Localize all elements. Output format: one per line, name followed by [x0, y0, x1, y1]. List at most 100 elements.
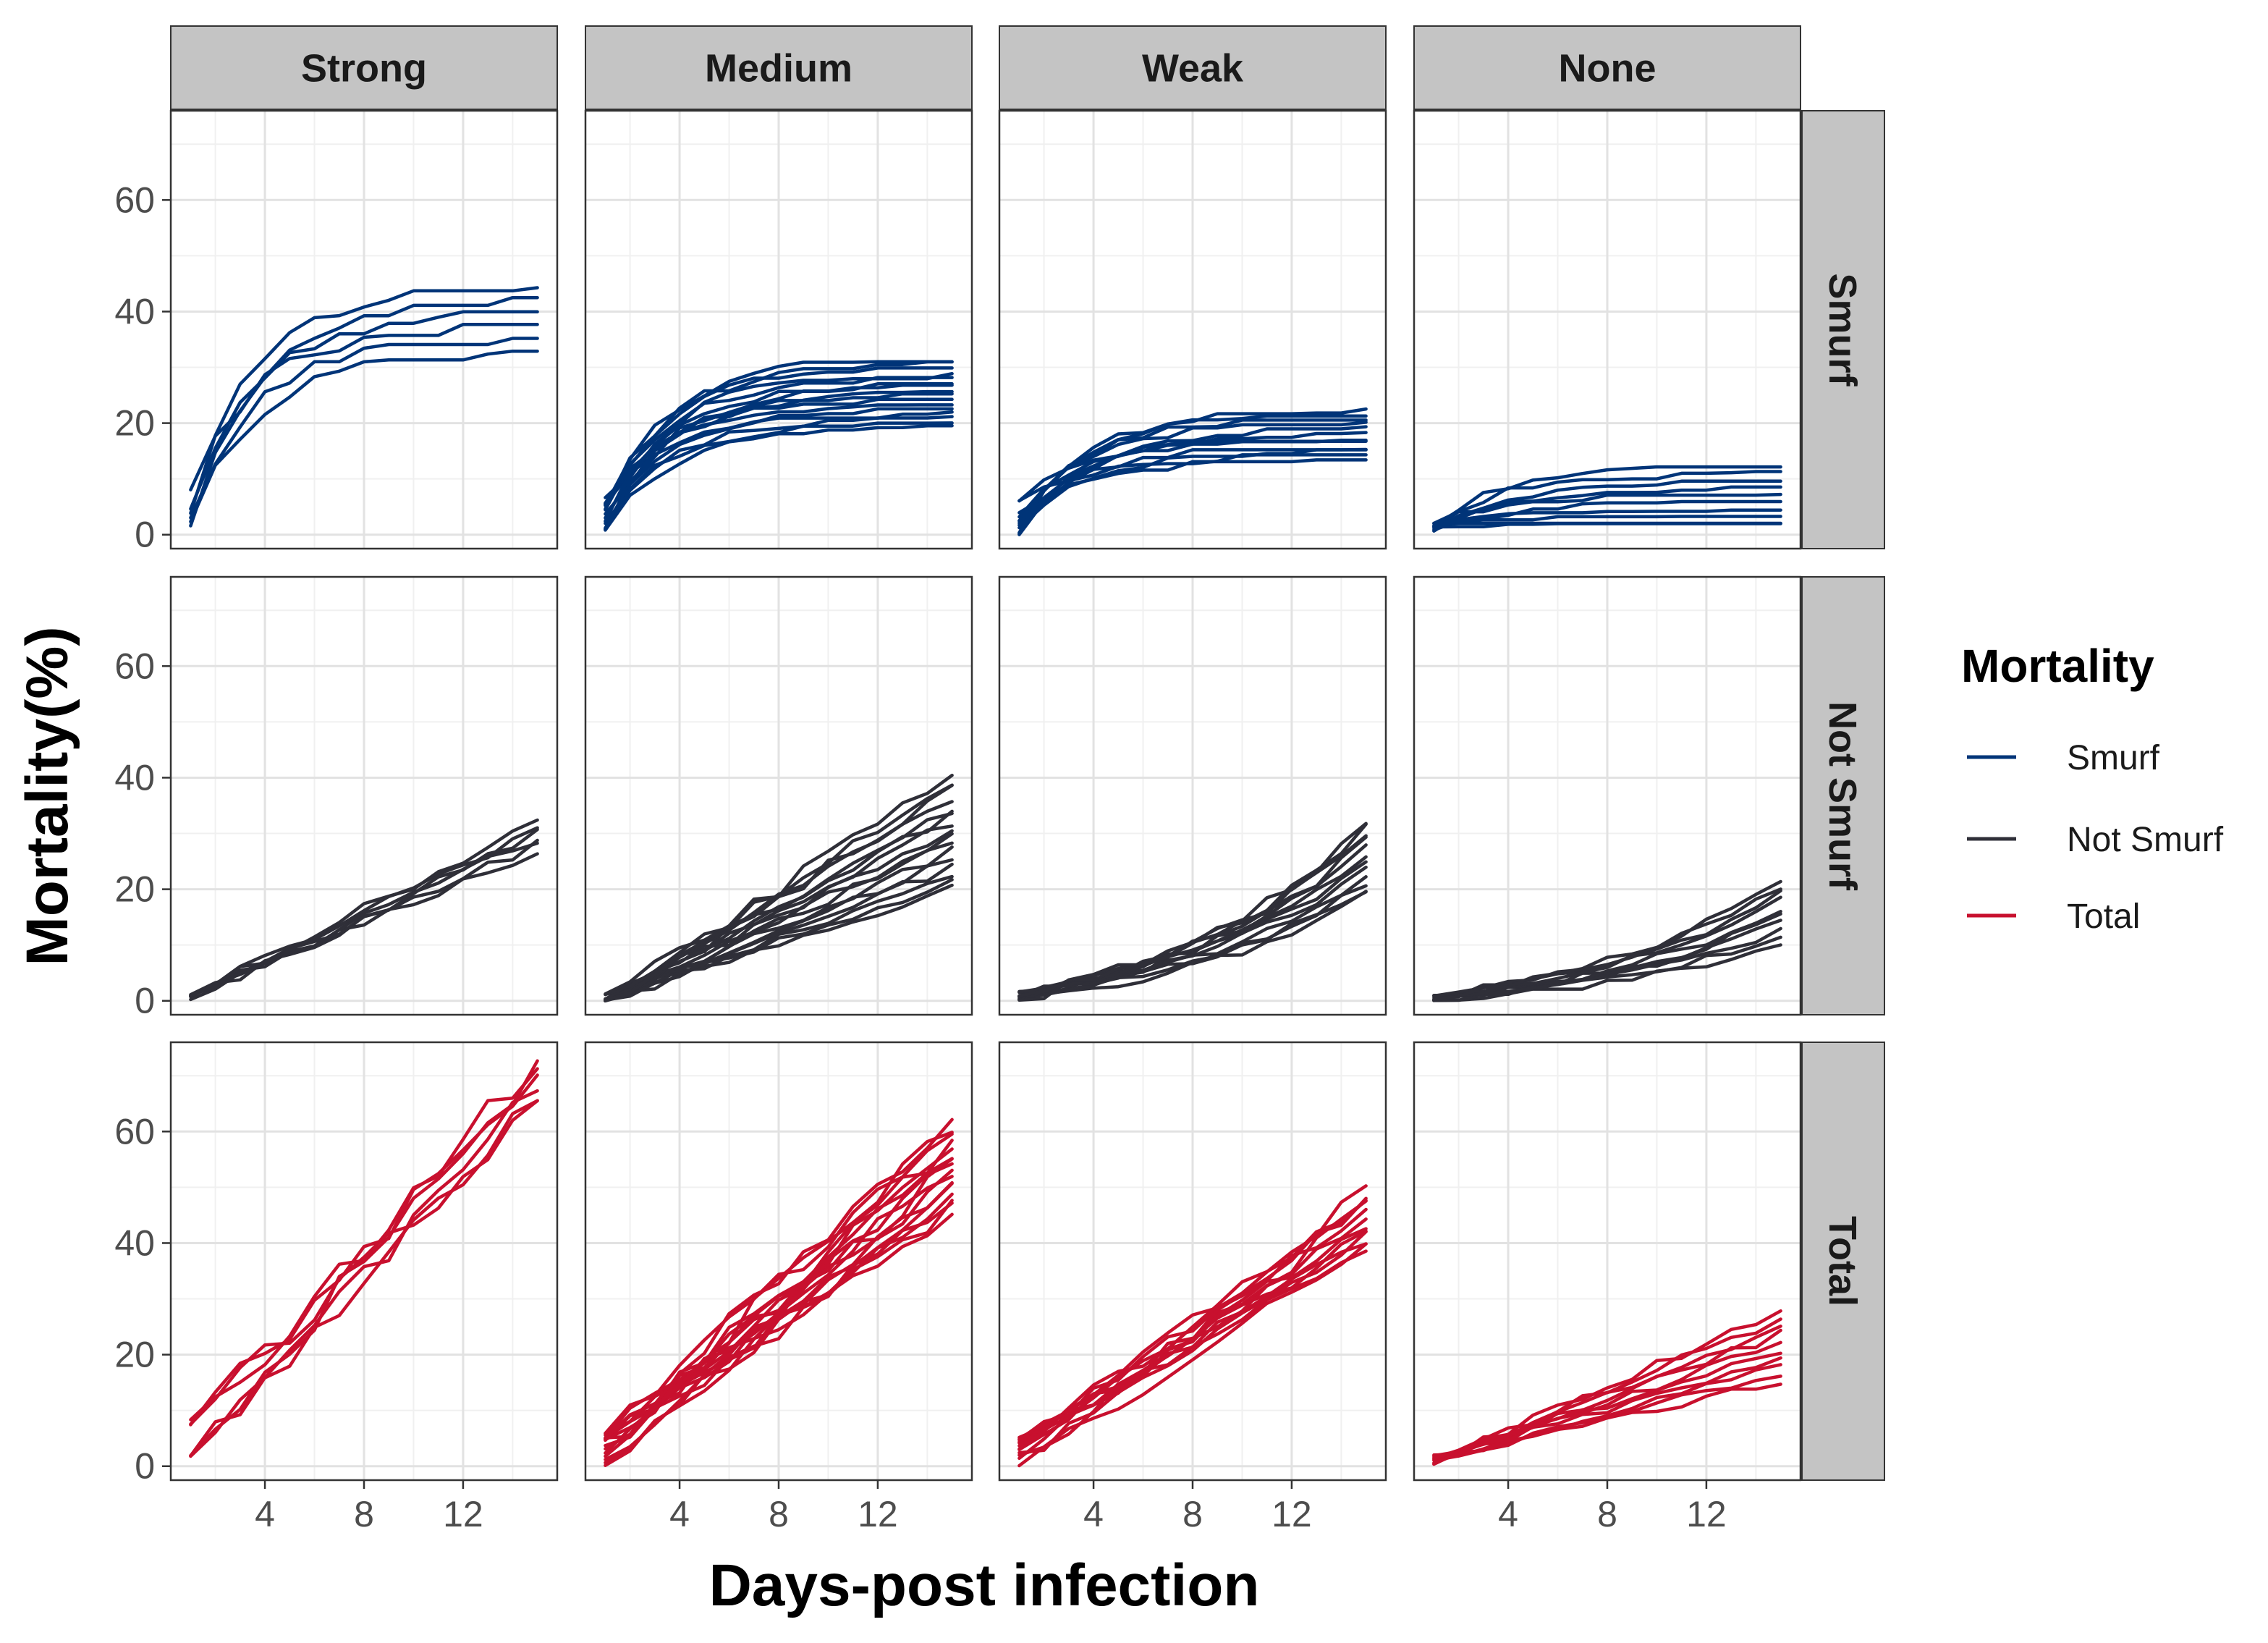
y-tick-label: 0 [135, 981, 155, 1021]
panel-not-smurf-weak [998, 575, 1387, 1016]
panel-not-smurf-strong [169, 575, 559, 1016]
series-line [604, 360, 954, 507]
panel-smurf-strong [169, 109, 559, 550]
y-tick-label: 0 [135, 515, 155, 555]
panel-total-strong [169, 1041, 559, 1482]
y-tick-label: 20 [114, 1335, 155, 1375]
series-line [1432, 1340, 1782, 1466]
series-line [1017, 447, 1368, 525]
series-line [1017, 1230, 1368, 1455]
series-group [1432, 465, 1782, 533]
series-line [189, 1089, 539, 1458]
panel-border [1413, 109, 1802, 550]
series-line [189, 295, 539, 528]
series-line [604, 415, 954, 531]
legend-item-total: Total [1967, 897, 2140, 936]
panel-smurf-none [1413, 109, 1802, 550]
x-tick-label: 8 [1597, 1494, 1617, 1534]
y-tick-label: 40 [114, 1222, 155, 1263]
series-group [1432, 879, 1782, 1002]
series-group [189, 286, 539, 528]
series-line [189, 1067, 539, 1422]
series-line [189, 826, 539, 998]
legend-label-smurf: Smurf [2067, 739, 2160, 777]
series-line [189, 286, 539, 515]
y-tick-label: 0 [135, 1446, 155, 1487]
series-line [1432, 943, 1782, 1002]
series-line [604, 1212, 954, 1440]
series-line [604, 878, 954, 1002]
panel-border [584, 575, 973, 1016]
y-tick-label: 20 [114, 869, 155, 910]
series-line [604, 410, 954, 507]
x-tick-label: 8 [1182, 1494, 1203, 1534]
x-axis-title: Days-post infection [709, 1553, 1260, 1618]
series-line [189, 1099, 539, 1458]
x-tick-label: 8 [354, 1494, 374, 1534]
series-line [604, 371, 954, 520]
strip-label-weak: Weak [1142, 47, 1244, 90]
panel-border [169, 109, 559, 550]
series-line [1432, 508, 1782, 529]
strip-total [1801, 1042, 1885, 1481]
legend-items: Smurf Not Smurf Total [1967, 739, 2224, 936]
x-tick-label: 12 [858, 1494, 898, 1534]
series-line [604, 1118, 954, 1440]
x-tick-label: 4 [669, 1494, 690, 1534]
x-tick-label: 12 [1686, 1494, 1727, 1534]
panel-border [998, 109, 1387, 550]
series-group [604, 360, 954, 532]
series-group [1432, 1309, 1782, 1466]
x-tick-label: 4 [255, 1494, 275, 1534]
y-tick-label: 60 [114, 646, 155, 686]
series-line [1432, 889, 1782, 1002]
facet-panels: Strong Medium Weak None Smurf Not Smurf Total [169, 25, 1885, 1482]
series-line [1017, 407, 1368, 535]
strip-smurf [1801, 110, 1885, 549]
series-group [1017, 822, 1368, 1002]
y-tick-label: 20 [114, 403, 155, 444]
panel-total-medium [584, 1041, 973, 1482]
series-line [604, 1132, 954, 1435]
strip-weak [999, 25, 1387, 110]
series-line [189, 818, 539, 997]
panel-not-smurf-medium [584, 575, 973, 1016]
series-group [1017, 407, 1368, 536]
panel-not-smurf-none [1413, 575, 1802, 1016]
panel-border [584, 109, 973, 550]
series-group [189, 1059, 539, 1458]
strip-medium [585, 25, 973, 110]
series-line [1432, 499, 1782, 532]
series-line [1432, 515, 1782, 528]
series-line [604, 773, 954, 996]
strip-none [1413, 25, 1801, 110]
y-tick-label: 60 [114, 179, 155, 220]
series-group [604, 773, 954, 1002]
series-line [189, 337, 539, 520]
strip-label-medium: Medium [705, 47, 852, 90]
series-group [189, 818, 539, 1002]
strip-not-smurf [1801, 576, 1885, 1015]
series-line [1432, 492, 1782, 525]
y-tick-label: 40 [114, 757, 155, 798]
strip-label-strong: Strong [301, 47, 427, 90]
panel-smurf-weak [998, 109, 1387, 550]
series-line [604, 841, 954, 1002]
y-tick-label: 40 [114, 291, 155, 331]
panel-border [169, 575, 559, 1016]
series-line [189, 310, 539, 511]
strip-label-total: Total [1821, 1216, 1864, 1306]
series-line [1432, 522, 1782, 529]
series-line [604, 883, 954, 1001]
series-line [604, 383, 954, 531]
series-line [604, 1157, 954, 1467]
series-line [1017, 431, 1368, 536]
panel-total-none [1413, 1041, 1802, 1482]
strip-label-not-smurf: Not Smurf [1821, 701, 1864, 891]
x-tick-label: 4 [1083, 1494, 1104, 1534]
series-line [1432, 918, 1782, 1002]
series-line [1017, 425, 1368, 536]
y-tick-label: 60 [114, 1111, 155, 1152]
series-group [604, 1118, 954, 1467]
